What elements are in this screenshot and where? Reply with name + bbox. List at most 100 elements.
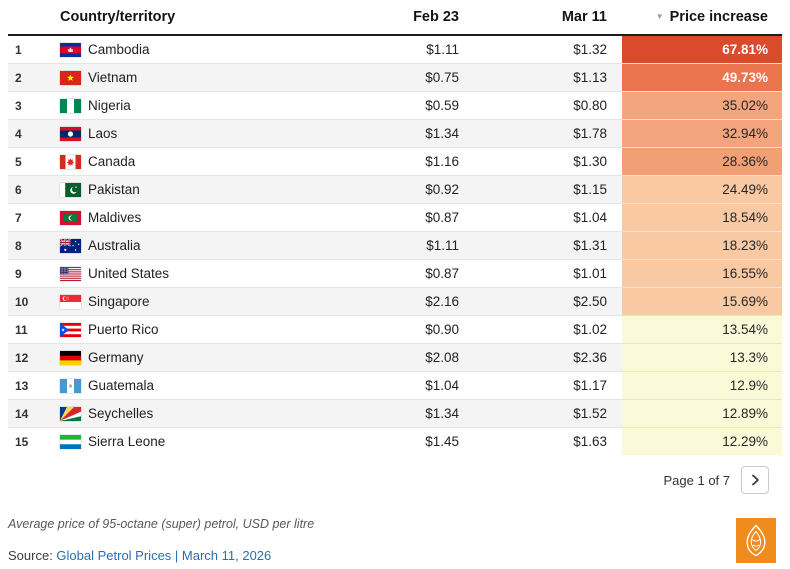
feb23-price-cell: $1.45 [425, 434, 459, 449]
table-body: 1 Cambodia $1.11 $1.32 67.81% 2 Vietnam $0.75 $1… [8, 36, 782, 455]
country-cell: Australia [60, 232, 309, 259]
source-line: Source: Global Petrol Prices | March 11,… [8, 548, 782, 563]
country-cell: Guatemala [60, 372, 309, 399]
price-increase-cell: 35.02% [622, 92, 782, 119]
price-table: Country/territory Feb 23 Mar 11 ▼ Price … [8, 9, 782, 455]
table-row: 4 Laos $1.34 $1.78 32.94% [8, 119, 782, 147]
table-row: 9 United States $0.87 $1.01 16.55% [8, 259, 782, 287]
rank-cell: 8 [15, 238, 22, 253]
mar11-price-cell: $1.30 [573, 154, 607, 169]
price-increase-cell: 49.73% [622, 64, 782, 91]
flag-seychelles-icon [60, 406, 81, 421]
price-increase-cell: 15.69% [622, 288, 782, 315]
country-cell: Nigeria [60, 92, 309, 119]
feb23-price-cell: $2.08 [425, 350, 459, 365]
mar11-price-cell: $1.78 [573, 126, 607, 141]
flag-pakistan-icon [60, 182, 81, 197]
price-increase-cell: 18.23% [622, 232, 782, 259]
country-cell: Pakistan [60, 176, 309, 203]
rank-cell: 13 [15, 378, 29, 393]
column-header-feb23[interactable]: Feb 23 [413, 9, 459, 25]
country-name: United States [88, 266, 170, 281]
feb23-price-cell: $1.16 [425, 154, 459, 169]
country-cell: Laos [60, 120, 309, 147]
sort-desc-icon: ▼ [655, 12, 664, 21]
column-header-price-increase[interactable]: ▼ Price increase [622, 9, 782, 25]
feb23-price-cell: $1.11 [426, 238, 459, 253]
country-cell: Cambodia [60, 36, 309, 63]
source-prefix: Source: [8, 548, 57, 563]
country-name: Sierra Leone [88, 434, 166, 449]
country-name: Vietnam [88, 70, 138, 85]
flag-nigeria-icon [60, 98, 81, 113]
table-row: 14 Seychelles $1.34 $1.52 12.89% [8, 399, 782, 427]
price-increase-header-label: Price increase [669, 9, 768, 25]
mar11-price-cell: $1.52 [573, 406, 607, 421]
country-cell: Vietnam [60, 64, 309, 91]
column-header-country[interactable]: Country/territory [60, 9, 176, 25]
table-row: 6 Pakistan $0.92 $1.15 24.49% [8, 175, 782, 203]
source-link[interactable]: Global Petrol Prices | March 11, 2026 [56, 548, 272, 563]
country-cell: Puerto Rico [60, 316, 309, 343]
flag-australia-icon [60, 238, 81, 253]
mar11-price-cell: $1.15 [573, 182, 607, 197]
rank-cell: 2 [15, 70, 22, 85]
price-increase-cell: 24.49% [622, 176, 782, 203]
table-row: 1 Cambodia $1.11 $1.32 67.81% [8, 36, 782, 63]
next-page-button[interactable] [741, 466, 769, 494]
rank-cell: 10 [15, 294, 29, 309]
flag-canada-icon [60, 154, 81, 169]
table-row: 12 Germany $2.08 $2.36 13.3% [8, 343, 782, 371]
table-row: 5 Canada $1.16 $1.30 28.36% [8, 147, 782, 175]
rank-cell: 11 [15, 322, 28, 337]
feb23-price-cell: $1.04 [425, 378, 459, 393]
flag-maldives-icon [60, 210, 81, 225]
table-row: 13 Guatemala $1.04 $1.17 12.9% [8, 371, 782, 399]
price-increase-cell: 12.29% [622, 428, 782, 455]
country-name: Nigeria [88, 98, 131, 113]
feb23-price-cell: $1.11 [426, 42, 459, 57]
feb23-price-cell: $0.75 [425, 70, 459, 85]
price-increase-cell: 67.81% [622, 36, 782, 63]
feb23-price-cell: $0.90 [425, 322, 459, 337]
mar11-price-cell: $1.04 [573, 210, 607, 225]
price-increase-cell: 12.89% [622, 400, 782, 427]
country-name: Puerto Rico [88, 322, 159, 337]
country-name: Maldives [88, 210, 142, 225]
country-name: Seychelles [88, 406, 154, 421]
country-cell: Seychelles [60, 400, 309, 427]
country-name: Germany [88, 350, 144, 365]
mar11-price-cell: $1.17 [573, 378, 607, 393]
rank-cell: 6 [15, 182, 22, 197]
rank-cell: 14 [15, 406, 29, 421]
table-row: 10 Singapore $2.16 $2.50 15.69% [8, 287, 782, 315]
flag-germany-icon [60, 350, 81, 365]
rank-cell: 9 [15, 266, 22, 281]
flag-united-states-icon [60, 266, 81, 281]
rank-cell: 1 [15, 42, 22, 57]
rank-cell: 7 [15, 210, 22, 225]
feb23-price-cell: $0.59 [425, 98, 459, 113]
mar11-price-cell: $1.63 [573, 434, 607, 449]
country-cell: Canada [60, 148, 309, 175]
mar11-price-cell: $1.13 [573, 70, 607, 85]
table-row: 2 Vietnam $0.75 $1.13 49.73% [8, 63, 782, 91]
country-name: Pakistan [88, 182, 140, 197]
rank-cell: 4 [15, 126, 22, 141]
table-footnote: Average price of 95-octane (super) petro… [8, 517, 315, 531]
pagination: Page 1 of 7 [0, 455, 790, 494]
mar11-price-cell: $0.80 [573, 98, 607, 113]
flag-cambodia-icon [60, 42, 81, 57]
feb23-price-cell: $1.34 [425, 406, 459, 421]
country-cell: Maldives [60, 204, 309, 231]
table-row: 11 Puerto Rico $0.90 $1.02 13.54% [8, 315, 782, 343]
country-name: Guatemala [88, 378, 155, 393]
flag-sierra-leone-icon [60, 434, 81, 449]
country-name: Cambodia [88, 42, 150, 57]
mar11-price-cell: $1.02 [573, 322, 607, 337]
rank-cell: 3 [15, 98, 22, 113]
table-row: 15 Sierra Leone $1.45 $1.63 12.29% [8, 427, 782, 455]
price-increase-cell: 12.9% [622, 372, 782, 399]
column-header-mar11[interactable]: Mar 11 [561, 9, 607, 25]
price-increase-cell: 18.54% [622, 204, 782, 231]
